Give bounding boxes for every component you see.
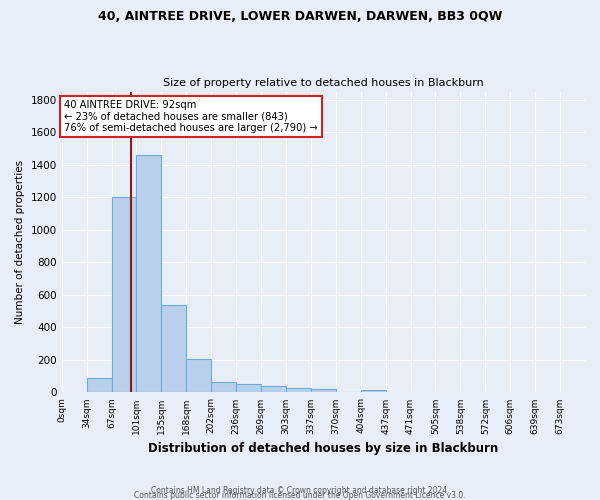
Text: 40 AINTREE DRIVE: 92sqm
← 23% of detached houses are smaller (843)
76% of semi-d: 40 AINTREE DRIVE: 92sqm ← 23% of detache… bbox=[64, 100, 317, 133]
Bar bbox=[161, 304, 186, 392]
X-axis label: Distribution of detached houses by size in Blackburn: Distribution of detached houses by size … bbox=[148, 442, 499, 455]
Bar bbox=[136, 155, 161, 392]
Title: Size of property relative to detached houses in Blackburn: Size of property relative to detached ho… bbox=[163, 78, 484, 88]
Bar bbox=[186, 359, 211, 392]
Bar bbox=[236, 384, 261, 392]
Bar bbox=[261, 386, 286, 392]
Bar bbox=[86, 378, 112, 392]
Y-axis label: Number of detached properties: Number of detached properties bbox=[15, 160, 25, 324]
Text: 40, AINTREE DRIVE, LOWER DARWEN, DARWEN, BB3 0QW: 40, AINTREE DRIVE, LOWER DARWEN, DARWEN,… bbox=[98, 10, 502, 23]
Bar bbox=[361, 390, 386, 392]
Text: Contains public sector information licensed under the Open Government Licence v3: Contains public sector information licen… bbox=[134, 491, 466, 500]
Text: Contains HM Land Registry data © Crown copyright and database right 2024.: Contains HM Land Registry data © Crown c… bbox=[151, 486, 449, 495]
Bar bbox=[311, 389, 336, 392]
Bar bbox=[286, 388, 311, 392]
Bar bbox=[211, 382, 236, 392]
Bar bbox=[112, 198, 136, 392]
